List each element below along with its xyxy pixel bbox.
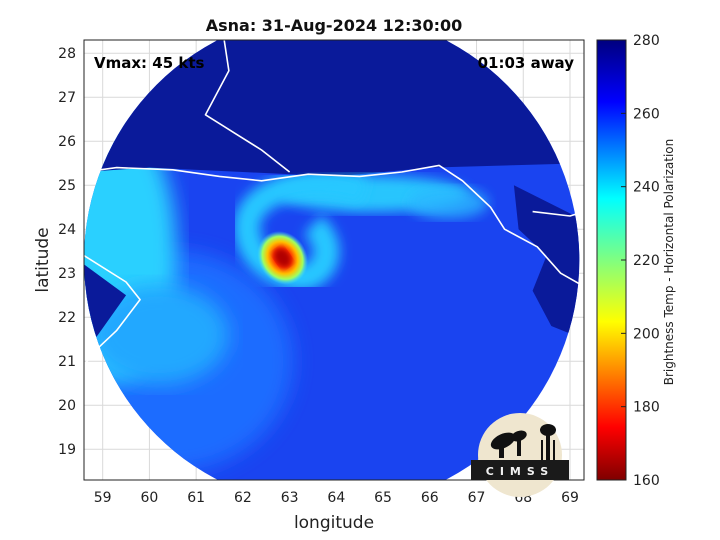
y-tick-label: 24 — [58, 222, 76, 238]
y-tick-label: 27 — [58, 90, 76, 106]
y-tick-label: 21 — [58, 354, 76, 370]
x-tick-label: 67 — [468, 490, 486, 506]
colorbar-tick-label: 260 — [633, 106, 660, 122]
x-tick-label: 66 — [421, 490, 439, 506]
y-tick-label: 26 — [58, 134, 76, 150]
colorbar: 160 180 200 220 240 260 280 Brightness Temp - … — [596, 33, 676, 489]
y-tick-label: 25 — [58, 178, 76, 194]
colorbar-tick-label: 180 — [633, 400, 660, 416]
x-tick-label: 61 — [187, 490, 205, 506]
east-band — [408, 186, 489, 219]
y-tick-label: 20 — [58, 398, 76, 414]
colorbar-tick-label: 240 — [633, 180, 660, 196]
logo-banner — [471, 460, 569, 480]
oman-coastline — [84, 254, 141, 367]
east-coastline — [532, 210, 584, 217]
east-land — [513, 185, 580, 340]
swath-field — [84, 40, 580, 480]
logo-text: CIMSS — [486, 465, 554, 478]
y-axis-ticks: 19 20 21 22 23 24 25 26 27 28 — [58, 46, 76, 458]
microwave-swath — [84, 40, 584, 480]
x-tick-label: 69 — [561, 490, 579, 506]
y-tick-label: 28 — [58, 46, 76, 62]
colorbar-tick-label: 160 — [633, 473, 660, 489]
west-field — [88, 284, 229, 385]
x-tick-label: 60 — [141, 490, 159, 506]
x-tick-label: 65 — [374, 490, 392, 506]
colorbar-label: Brightness Temp - Horizontal Polarizatio… — [662, 139, 676, 386]
x-tick-label: 63 — [281, 490, 299, 506]
colorbar-tick-label: 200 — [633, 326, 660, 342]
x-axis-label: longitude — [294, 513, 374, 533]
spiral-band — [234, 171, 369, 291]
border-line — [204, 40, 291, 173]
colorbar-tick-label: 280 — [633, 33, 660, 49]
plot-frame — [83, 39, 585, 481]
colorbar-tick-label: 220 — [633, 253, 660, 269]
y-axis-label: latitude — [33, 227, 53, 292]
coastlines — [84, 40, 584, 367]
x-tick-label: 59 — [94, 490, 112, 506]
storm-center — [274, 248, 291, 267]
cimss-logo: CIMSS — [471, 413, 569, 497]
oman-land — [84, 264, 127, 353]
north-land — [84, 40, 580, 177]
logo-water-tower-icon — [540, 424, 556, 460]
plot-area — [83, 39, 585, 481]
x-tick-label: 64 — [327, 490, 345, 506]
vmax-annotation: Vmax: 45 kts — [94, 54, 204, 72]
chart-title: Asna: 31-Aug-2024 12:30:00 — [206, 16, 463, 35]
time-offset-annotation: 01:03 away — [478, 54, 575, 72]
makran-coastline — [84, 164, 584, 288]
y-tick-label: 23 — [58, 266, 76, 282]
colorbar-ticks: 160 180 200 220 240 260 280 — [621, 33, 660, 489]
x-tick-label: 62 — [234, 490, 252, 506]
y-tick-label: 22 — [58, 310, 76, 326]
y-tick-label: 19 — [58, 442, 76, 458]
logo-dish-icon — [490, 430, 527, 458]
